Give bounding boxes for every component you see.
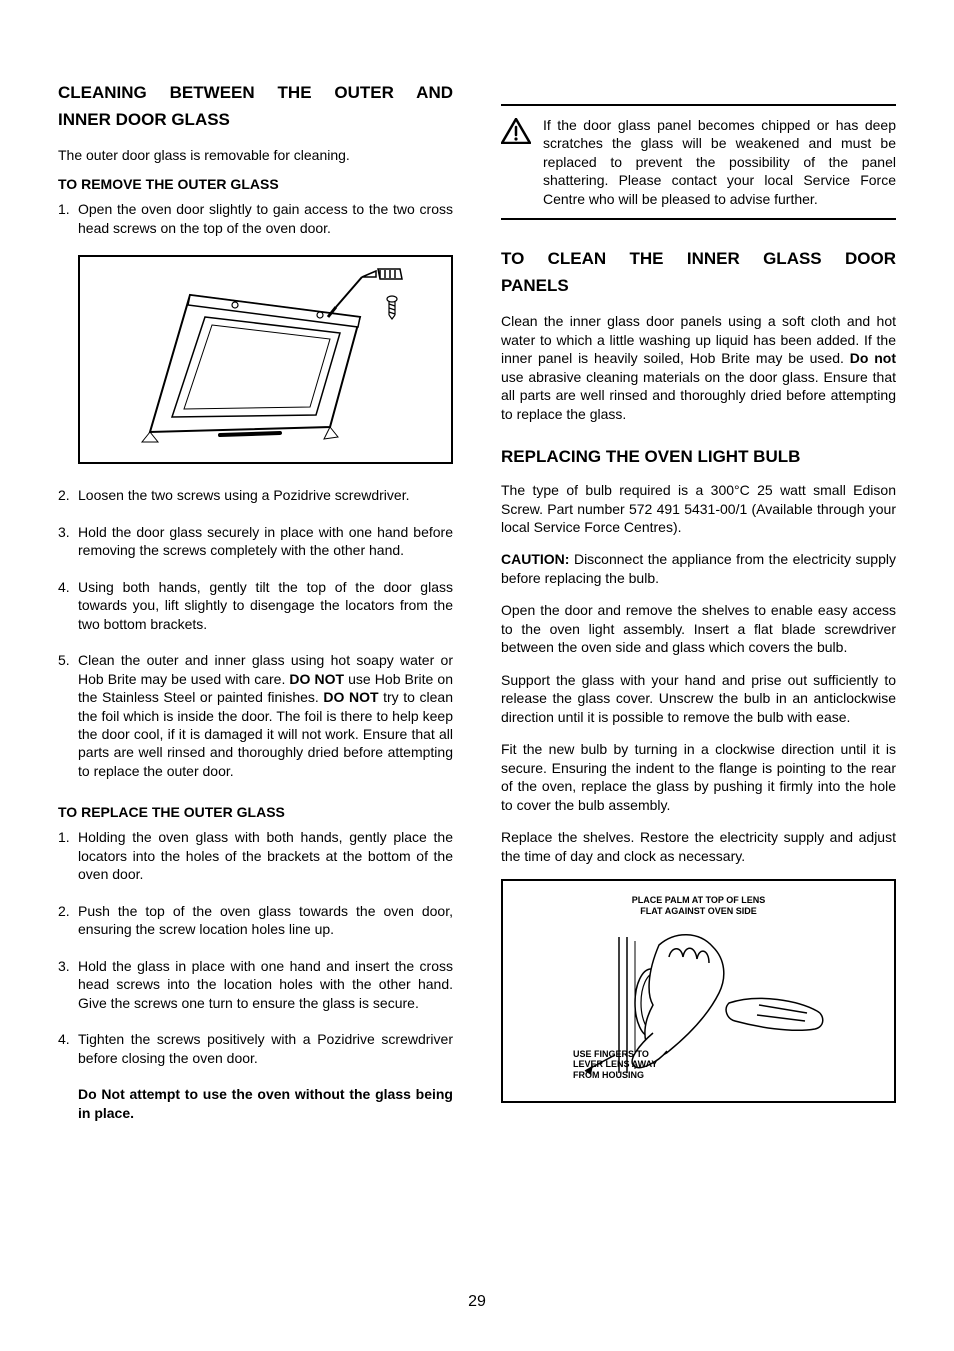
remove-list-cont: 2.Loosen the two screws using a Pozidriv… [58, 486, 453, 780]
list-item: 4.Using both hands, gently tilt the top … [58, 578, 453, 633]
list-item: 3.Hold the door glass securely in place … [58, 523, 453, 560]
heading-cleaning: CLEANING BETWEEN THE OUTER AND [58, 82, 453, 105]
clean-body: Clean the inner glass door panels using … [501, 312, 896, 423]
lightbulb-diagram: PLACE PALM AT TOP OF LENSFLAT AGAINST OV… [501, 879, 896, 1103]
diagram-label-bottom: USE FINGERS TOLEVER LENS AWAYFROM HOUSIN… [573, 1049, 657, 1081]
list-item: 2.Loosen the two screws using a Pozidriv… [58, 486, 453, 504]
heading-bulb: REPLACING THE OVEN LIGHT BULB [501, 447, 896, 467]
bulb-p2: Open the door and remove the shelves to … [501, 601, 896, 656]
subhead-remove: TO REMOVE THE OUTER GLASS [58, 176, 453, 192]
heading-clean: TO CLEAN THE INNER GLASS DOOR [501, 248, 896, 271]
bulb-p3: Support the glass with your hand and pri… [501, 671, 896, 726]
list-item: 1.Holding the oven glass with both hands… [58, 828, 453, 883]
final-warning: Do Not attempt to use the oven without t… [78, 1085, 453, 1122]
bulb-caution: CAUTION: Disconnect the appliance from t… [501, 550, 896, 587]
replace-list: 1.Holding the oven glass with both hands… [58, 828, 453, 1122]
diagram-label-top: PLACE PALM AT TOP OF LENSFLAT AGAINST OV… [632, 895, 766, 917]
warning-icon [501, 118, 531, 144]
list-item: 4.Tighten the screws positively with a P… [58, 1030, 453, 1122]
bulb-p1: The type of bulb required is a 300°C 25 … [501, 481, 896, 536]
list-item: 5.Clean the outer and inner glass using … [58, 651, 453, 780]
list-item: 3.Hold the glass in place with one hand … [58, 957, 453, 1012]
heading-cleaning-2: INNER DOOR GLASS [58, 109, 453, 132]
list-item: 1.Open the oven door slightly to gain ac… [58, 200, 453, 237]
left-column: CLEANING BETWEEN THE OUTER AND INNER DOO… [58, 82, 453, 1140]
page-number: 29 [0, 1293, 954, 1311]
heading-clean-2: PANELS [501, 275, 896, 298]
intro-text: The outer door glass is removable for cl… [58, 146, 453, 164]
door-diagram [78, 255, 453, 464]
list-item: 2.Push the top of the oven glass towards… [58, 902, 453, 939]
subhead-replace: TO REPLACE THE OUTER GLASS [58, 804, 453, 820]
warning-box: If the door glass panel becomes chipped … [501, 104, 896, 220]
bulb-p5: Replace the shelves. Restore the electri… [501, 828, 896, 865]
warning-text: If the door glass panel becomes chipped … [543, 116, 896, 208]
remove-list: 1.Open the oven door slightly to gain ac… [58, 200, 453, 237]
bulb-p4: Fit the new bulb by turning in a clockwi… [501, 740, 896, 814]
right-column: If the door glass panel becomes chipped … [501, 82, 896, 1140]
